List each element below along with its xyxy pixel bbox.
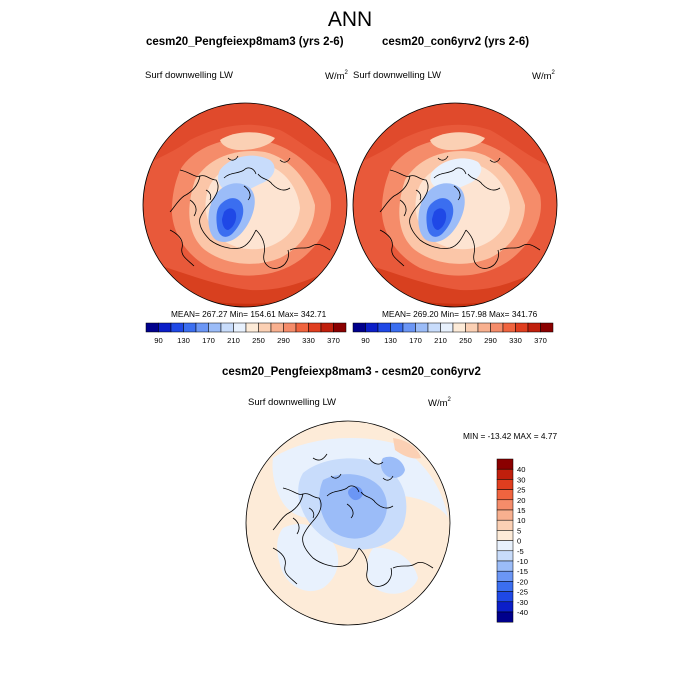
colorbar-swatch [502, 322, 516, 333]
colorbar-swatch [295, 322, 309, 333]
colorbar-tick-label: 330 [509, 336, 522, 345]
colorbar-swatch [496, 581, 514, 592]
colorbar-swatch [427, 322, 441, 333]
panel2-stats: MEAN= 269.20 Min= 157.98 Max= 341.76 [382, 309, 538, 319]
colorbar-tick-label: 290 [277, 336, 290, 345]
panel3-variable: Surf downwelling LW [248, 397, 337, 408]
colorbar-tick-label: 210 [434, 336, 447, 345]
colorbar-tick-label: 170 [409, 336, 422, 345]
panel1-stats: MEAN= 267.27 Min= 154.61 Max= 342.71 [171, 309, 327, 319]
panel3-title: cesm20_Pengfeiexp8mam3 - cesm20_con6yrv2 [222, 366, 481, 378]
colorbar-swatch [496, 530, 514, 541]
colorbar-swatch [496, 479, 514, 490]
colorbar-swatch [352, 322, 366, 333]
colorbar-tick-label: 25 [517, 486, 525, 495]
panel1-colorbar: 90 130 170 210 250 290 330 370 [145, 322, 347, 345]
colorbar-swatch [258, 322, 272, 333]
colorbar-swatch [496, 458, 514, 470]
colorbar-tick-label: 90 [361, 336, 369, 345]
colorbar-swatch [496, 489, 514, 501]
panel1-title: cesm20_Pengfeiexp8mam3 (yrs 2-6) [146, 36, 344, 48]
colorbar-swatch [496, 570, 514, 582]
colorbar-tick-label: 20 [517, 496, 525, 505]
colorbar-tick-label: -15 [517, 567, 528, 576]
panel2-colorbar: 90 130 170 210 250 290 330 370 [352, 322, 554, 345]
colorbar-swatch [496, 519, 514, 531]
panel3-minmax: MIN = -13.42 MAX = 4.77 [463, 431, 558, 441]
colorbar-tick-label: 370 [327, 336, 340, 345]
panel2-variable: Surf downwelling LW [353, 70, 442, 81]
colorbar-tick-label: 5 [517, 526, 521, 535]
colorbar-tick-label: 330 [302, 336, 315, 345]
colorbar-tick-label: 15 [517, 506, 525, 515]
colorbar-tick-label: -40 [517, 608, 528, 617]
colorbar-swatch [440, 322, 454, 333]
colorbar-swatch [233, 322, 247, 333]
colorbar-swatch [402, 322, 416, 333]
colorbar-tick-label: 170 [202, 336, 215, 345]
colorbar-swatch [183, 322, 197, 333]
colorbar-swatch [452, 322, 466, 333]
colorbar-swatch [195, 322, 209, 333]
colorbar-swatch [365, 322, 379, 333]
colorbar-swatch [390, 322, 404, 333]
colorbar-swatch [496, 591, 514, 603]
colorbar-swatch [527, 322, 541, 333]
colorbar-swatch [496, 550, 514, 562]
colorbar-swatch [245, 322, 259, 333]
colorbar-swatch [333, 322, 347, 333]
colorbar-swatch [465, 322, 479, 333]
colorbar-swatch [496, 509, 514, 521]
colorbar-tick-label: 30 [517, 475, 525, 484]
colorbar-tick-label: 250 [252, 336, 265, 345]
panel3-units: W/m2 [428, 397, 451, 409]
panel2-units: W/m2 [532, 70, 555, 82]
colorbar-swatch [496, 560, 514, 572]
colorbar-tick-label: -10 [517, 557, 528, 566]
colorbar-swatch [477, 322, 491, 333]
colorbar-tick-label: 0 [517, 537, 521, 546]
colorbar-swatch [496, 611, 514, 623]
colorbar-tick-label: 10 [517, 516, 525, 525]
colorbar-tick-label: 210 [227, 336, 240, 345]
colorbar-tick-label: -20 [517, 577, 528, 586]
colorbar-swatch [496, 601, 514, 613]
colorbar-swatch [308, 322, 322, 333]
panel1-units: W/m2 [325, 70, 348, 82]
panel2-polar-map [352, 102, 558, 308]
colorbar-tick-label: 90 [154, 336, 162, 345]
colorbar-swatch [415, 322, 429, 333]
colorbar-swatch [145, 322, 159, 333]
figure-title: ANN [327, 8, 373, 31]
colorbar-tick-label: -5 [517, 547, 524, 556]
panel1-variable: Surf downwelling LW [145, 70, 234, 81]
colorbar-swatch [496, 540, 514, 552]
panel1-polar-map [142, 102, 348, 308]
colorbar-swatch [170, 322, 184, 333]
colorbar-swatch [320, 322, 334, 333]
colorbar-tick-label: 290 [484, 336, 497, 345]
colorbar-swatch [283, 322, 297, 333]
colorbar-tick-label: -25 [517, 588, 528, 597]
colorbar-swatch [377, 322, 391, 333]
colorbar-swatch [496, 499, 514, 511]
colorbar-swatch [490, 322, 504, 333]
colorbar-swatch [158, 322, 172, 333]
panel3-polar-map [245, 420, 451, 626]
colorbar-tick-label: -30 [517, 598, 528, 607]
colorbar-swatch [208, 322, 222, 333]
colorbar-swatch [540, 322, 554, 333]
colorbar-swatch [270, 322, 284, 333]
colorbar-tick-label: 130 [384, 336, 397, 345]
colorbar-swatch [220, 322, 234, 333]
colorbar-tick-label: 130 [177, 336, 190, 345]
panel2-title: cesm20_con6yrv2 (yrs 2-6) [382, 36, 530, 48]
colorbar-tick-label: 250 [459, 336, 472, 345]
colorbar-tick-label: 370 [534, 336, 547, 345]
colorbar-swatch [496, 468, 514, 480]
colorbar-swatch [515, 322, 529, 333]
colorbar-tick-label: 40 [517, 465, 525, 474]
